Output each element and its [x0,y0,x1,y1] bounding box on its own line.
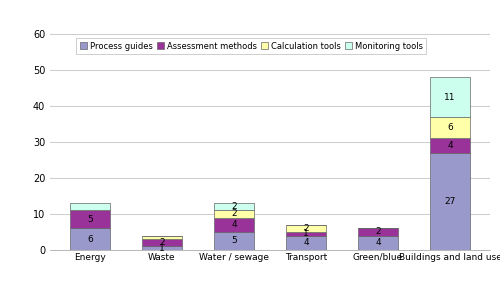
Bar [214,210,254,218]
Text: 4: 4 [303,238,309,247]
Bar [214,232,254,250]
Bar [70,203,110,210]
Text: 1: 1 [159,244,165,253]
Text: 4: 4 [448,141,453,150]
Bar [142,239,182,246]
Text: 6: 6 [448,123,453,132]
Text: 2: 2 [376,227,381,237]
Bar [286,232,326,235]
Text: 4: 4 [376,238,381,247]
Text: 4: 4 [231,220,237,229]
Bar [430,77,470,117]
Bar [358,228,398,235]
Text: 2: 2 [231,209,237,218]
Bar [286,225,326,232]
Bar [286,235,326,250]
Text: 5: 5 [231,236,237,245]
Text: 11: 11 [444,93,456,102]
Bar [430,138,470,153]
Bar [430,117,470,138]
Text: 1: 1 [303,229,309,238]
Text: 2: 2 [159,238,164,247]
Text: 6: 6 [87,235,92,244]
Bar [358,235,398,250]
Bar [70,228,110,250]
Bar [142,235,182,239]
Bar [430,153,470,250]
Legend: Process guides, Assessment methods, Calculation tools, Monitoring tools: Process guides, Assessment methods, Calc… [76,38,426,54]
Text: 2: 2 [231,202,237,211]
Text: 5: 5 [87,215,92,224]
Text: 27: 27 [444,197,456,206]
Text: 2: 2 [303,224,309,233]
Bar [142,246,182,250]
Bar [214,218,254,232]
Bar [70,210,110,228]
Bar [214,203,254,210]
